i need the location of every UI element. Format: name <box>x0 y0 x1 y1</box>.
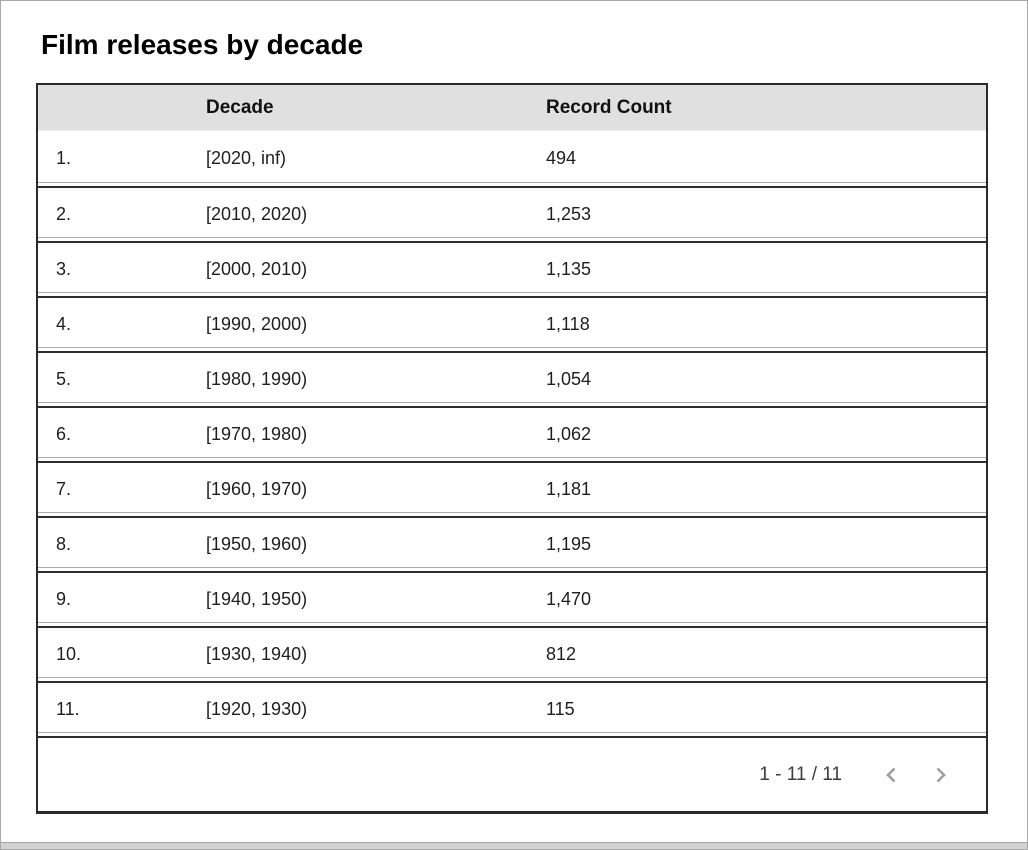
table-header-row: Decade Record Count <box>38 85 986 131</box>
row-record-count: 812 <box>546 644 577 664</box>
pagination-range-label: 1 - 11 / 11 <box>759 763 842 785</box>
row-index: 4. <box>56 314 72 334</box>
row-record-count: 1,253 <box>546 204 592 224</box>
column-header-decade[interactable]: Decade <box>206 96 274 118</box>
row-index: 5. <box>56 369 72 389</box>
table-row: 4. [1990, 2000) 1,118 <box>38 296 986 351</box>
row-index: 11. <box>56 699 80 719</box>
row-index: 10. <box>56 644 82 664</box>
table-row: 5. [1980, 1990) 1,054 <box>38 351 986 406</box>
row-decade: [1970, 1980) <box>206 424 308 444</box>
next-page-button[interactable] <box>916 755 964 795</box>
row-decade: [1990, 2000) <box>206 314 308 334</box>
row-decade: [1930, 1940) <box>206 644 308 664</box>
row-record-count: 494 <box>546 148 577 168</box>
table-row: 2. [2010, 2020) 1,253 <box>38 186 986 241</box>
table-row: 9. [1940, 1950) 1,470 <box>38 571 986 626</box>
row-decade: [1950, 1960) <box>206 534 308 554</box>
row-index: 9. <box>56 589 72 609</box>
row-decade: [1980, 1990) <box>206 369 308 389</box>
row-record-count: 1,118 <box>546 314 590 334</box>
row-decade: [2020, inf) <box>206 148 287 168</box>
chevron-right-icon <box>930 765 950 785</box>
row-record-count: 1,062 <box>546 424 592 444</box>
table-row: 6. [1970, 1980) 1,062 <box>38 406 986 461</box>
data-table: Decade Record Count 1. [2020, inf) 494 2… <box>36 83 988 814</box>
row-decade: [1940, 1950) <box>206 589 308 609</box>
row-index: 1. <box>56 148 72 168</box>
row-record-count: 1,195 <box>546 534 592 554</box>
row-index: 7. <box>56 479 72 499</box>
row-index: 6. <box>56 424 72 444</box>
table-row: 3. [2000, 2010) 1,135 <box>38 241 986 296</box>
table-row: 8. [1950, 1960) 1,195 <box>38 516 986 571</box>
row-index: 2. <box>56 204 72 224</box>
previous-page-button[interactable] <box>868 755 916 795</box>
row-index: 8. <box>56 534 72 554</box>
row-record-count: 1,470 <box>546 589 592 609</box>
row-record-count: 1,054 <box>546 369 592 389</box>
row-decade: [2010, 2020) <box>206 204 308 224</box>
row-record-count: 1,181 <box>546 479 592 499</box>
table-row: 11. [1920, 1930) 115 <box>38 681 986 736</box>
chevron-left-icon <box>882 765 902 785</box>
page-title: Film releases by decade <box>41 29 364 60</box>
table-pagination: 1 - 11 / 11 <box>38 736 986 811</box>
row-record-count: 115 <box>546 699 575 719</box>
row-decade: [2000, 2010) <box>206 259 308 279</box>
table-row: 1. [2020, inf) 494 <box>38 131 986 186</box>
window-bottom-edge <box>1 842 1027 849</box>
column-header-record-count[interactable]: Record Count <box>546 96 672 118</box>
row-index: 3. <box>56 259 72 279</box>
table-row: 7. [1960, 1970) 1,181 <box>38 461 986 516</box>
table-row: 10. [1930, 1940) 812 <box>38 626 986 681</box>
row-decade: [1960, 1970) <box>206 479 308 499</box>
row-record-count: 1,135 <box>546 259 592 279</box>
row-decade: [1920, 1930) <box>206 699 308 719</box>
